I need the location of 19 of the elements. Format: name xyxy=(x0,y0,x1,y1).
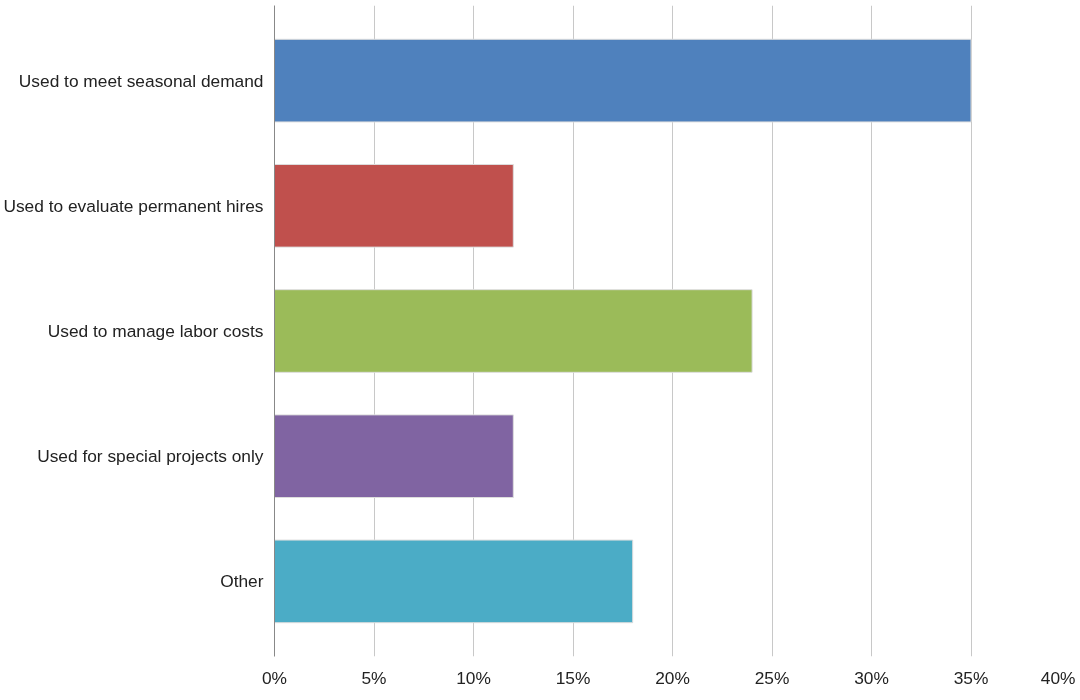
x-tick-label: 0% xyxy=(261,667,288,688)
x-tick-label: 40% xyxy=(1040,667,1076,688)
bar xyxy=(274,38,972,123)
bar xyxy=(274,414,514,499)
y-tick-label: Used for special projects only xyxy=(37,446,264,467)
y-tick-label: Other xyxy=(220,571,264,592)
bar xyxy=(274,163,514,248)
bar xyxy=(274,289,753,373)
y-tick-label: Used to meet seasonal demand xyxy=(18,70,264,91)
x-tick-label: 15% xyxy=(555,667,591,688)
y-tick-label: Used to manage labor costs xyxy=(47,321,264,341)
y-tick-label: Used to evaluate permanent hires xyxy=(3,195,264,216)
x-tick-label: 5% xyxy=(361,667,387,688)
x-tick-label: 10% xyxy=(456,667,491,688)
x-tick-label: 25% xyxy=(754,667,790,688)
x-tick-label: 35% xyxy=(953,667,989,688)
bar xyxy=(274,539,634,624)
x-tick-label: 20% xyxy=(655,667,690,688)
x-tick-label: 30% xyxy=(854,667,889,688)
